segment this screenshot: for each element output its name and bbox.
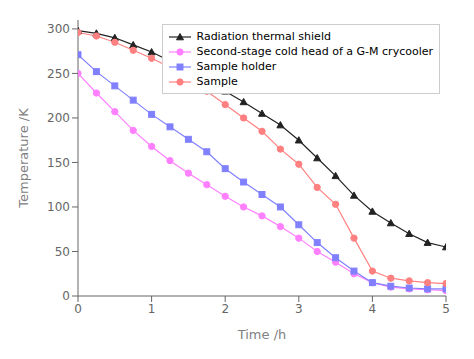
svg-text:100: 100 — [47, 200, 70, 214]
html-text:Second-stage cold head of a G-: Second-stage cold head of a G-M crycoole… — [196, 45, 433, 58]
svg-text:50: 50 — [55, 245, 70, 259]
svg-text:300: 300 — [47, 22, 70, 36]
svg-text:250: 250 — [47, 67, 70, 81]
svg-text:2: 2 — [221, 302, 229, 316]
svg-text:200: 200 — [47, 111, 70, 125]
html-text:Sample: Sample — [196, 75, 238, 88]
svg-text:0: 0 — [74, 302, 82, 316]
svg-text:Time /h: Time /h — [237, 327, 287, 342]
svg-text:Temperature /K: Temperature /K — [16, 108, 31, 209]
svg-text:5: 5 — [442, 302, 450, 316]
svg-text:4: 4 — [369, 302, 377, 316]
svg-text:150: 150 — [47, 156, 70, 170]
html-text:Sample holder: Sample holder — [196, 60, 277, 73]
html-text:Radiation thermal shield: Radiation thermal shield — [196, 30, 331, 43]
svg-text:3: 3 — [295, 302, 303, 316]
svg-text:1: 1 — [148, 302, 156, 316]
svg-text:0: 0 — [62, 289, 70, 303]
